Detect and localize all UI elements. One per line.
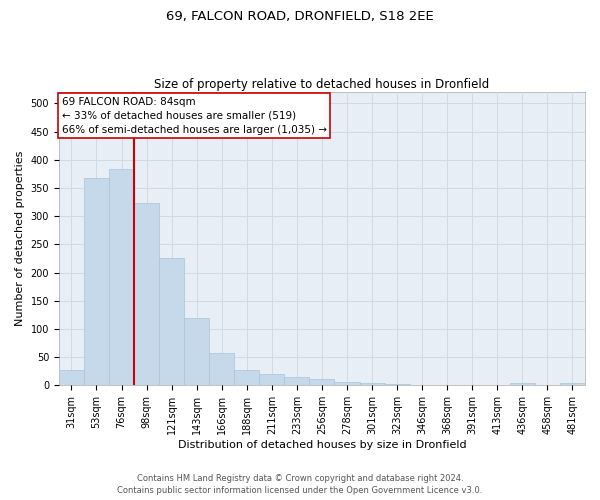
Text: Contains HM Land Registry data © Crown copyright and database right 2024.
Contai: Contains HM Land Registry data © Crown c… bbox=[118, 474, 482, 495]
Bar bbox=[560, 383, 585, 386]
Y-axis label: Number of detached properties: Number of detached properties bbox=[15, 151, 25, 326]
Bar bbox=[59, 370, 84, 386]
Bar bbox=[184, 318, 209, 386]
Bar bbox=[460, 385, 485, 386]
Title: Size of property relative to detached houses in Dronfield: Size of property relative to detached ho… bbox=[154, 78, 490, 91]
Text: 69 FALCON ROAD: 84sqm
← 33% of detached houses are smaller (519)
66% of semi-det: 69 FALCON ROAD: 84sqm ← 33% of detached … bbox=[62, 96, 326, 134]
Bar bbox=[410, 385, 434, 386]
Bar bbox=[485, 385, 510, 386]
Bar bbox=[385, 384, 410, 386]
Bar bbox=[84, 178, 109, 386]
Bar bbox=[159, 258, 184, 386]
Bar bbox=[359, 383, 385, 386]
Bar bbox=[284, 377, 310, 386]
Bar bbox=[510, 382, 535, 386]
Bar bbox=[535, 385, 560, 386]
Bar bbox=[109, 170, 134, 386]
Bar bbox=[434, 385, 460, 386]
X-axis label: Distribution of detached houses by size in Dronfield: Distribution of detached houses by size … bbox=[178, 440, 466, 450]
Bar bbox=[234, 370, 259, 386]
Bar bbox=[209, 353, 234, 386]
Bar bbox=[134, 203, 159, 386]
Text: 69, FALCON ROAD, DRONFIELD, S18 2EE: 69, FALCON ROAD, DRONFIELD, S18 2EE bbox=[166, 10, 434, 23]
Bar bbox=[310, 378, 334, 386]
Bar bbox=[259, 374, 284, 386]
Bar bbox=[334, 382, 359, 386]
